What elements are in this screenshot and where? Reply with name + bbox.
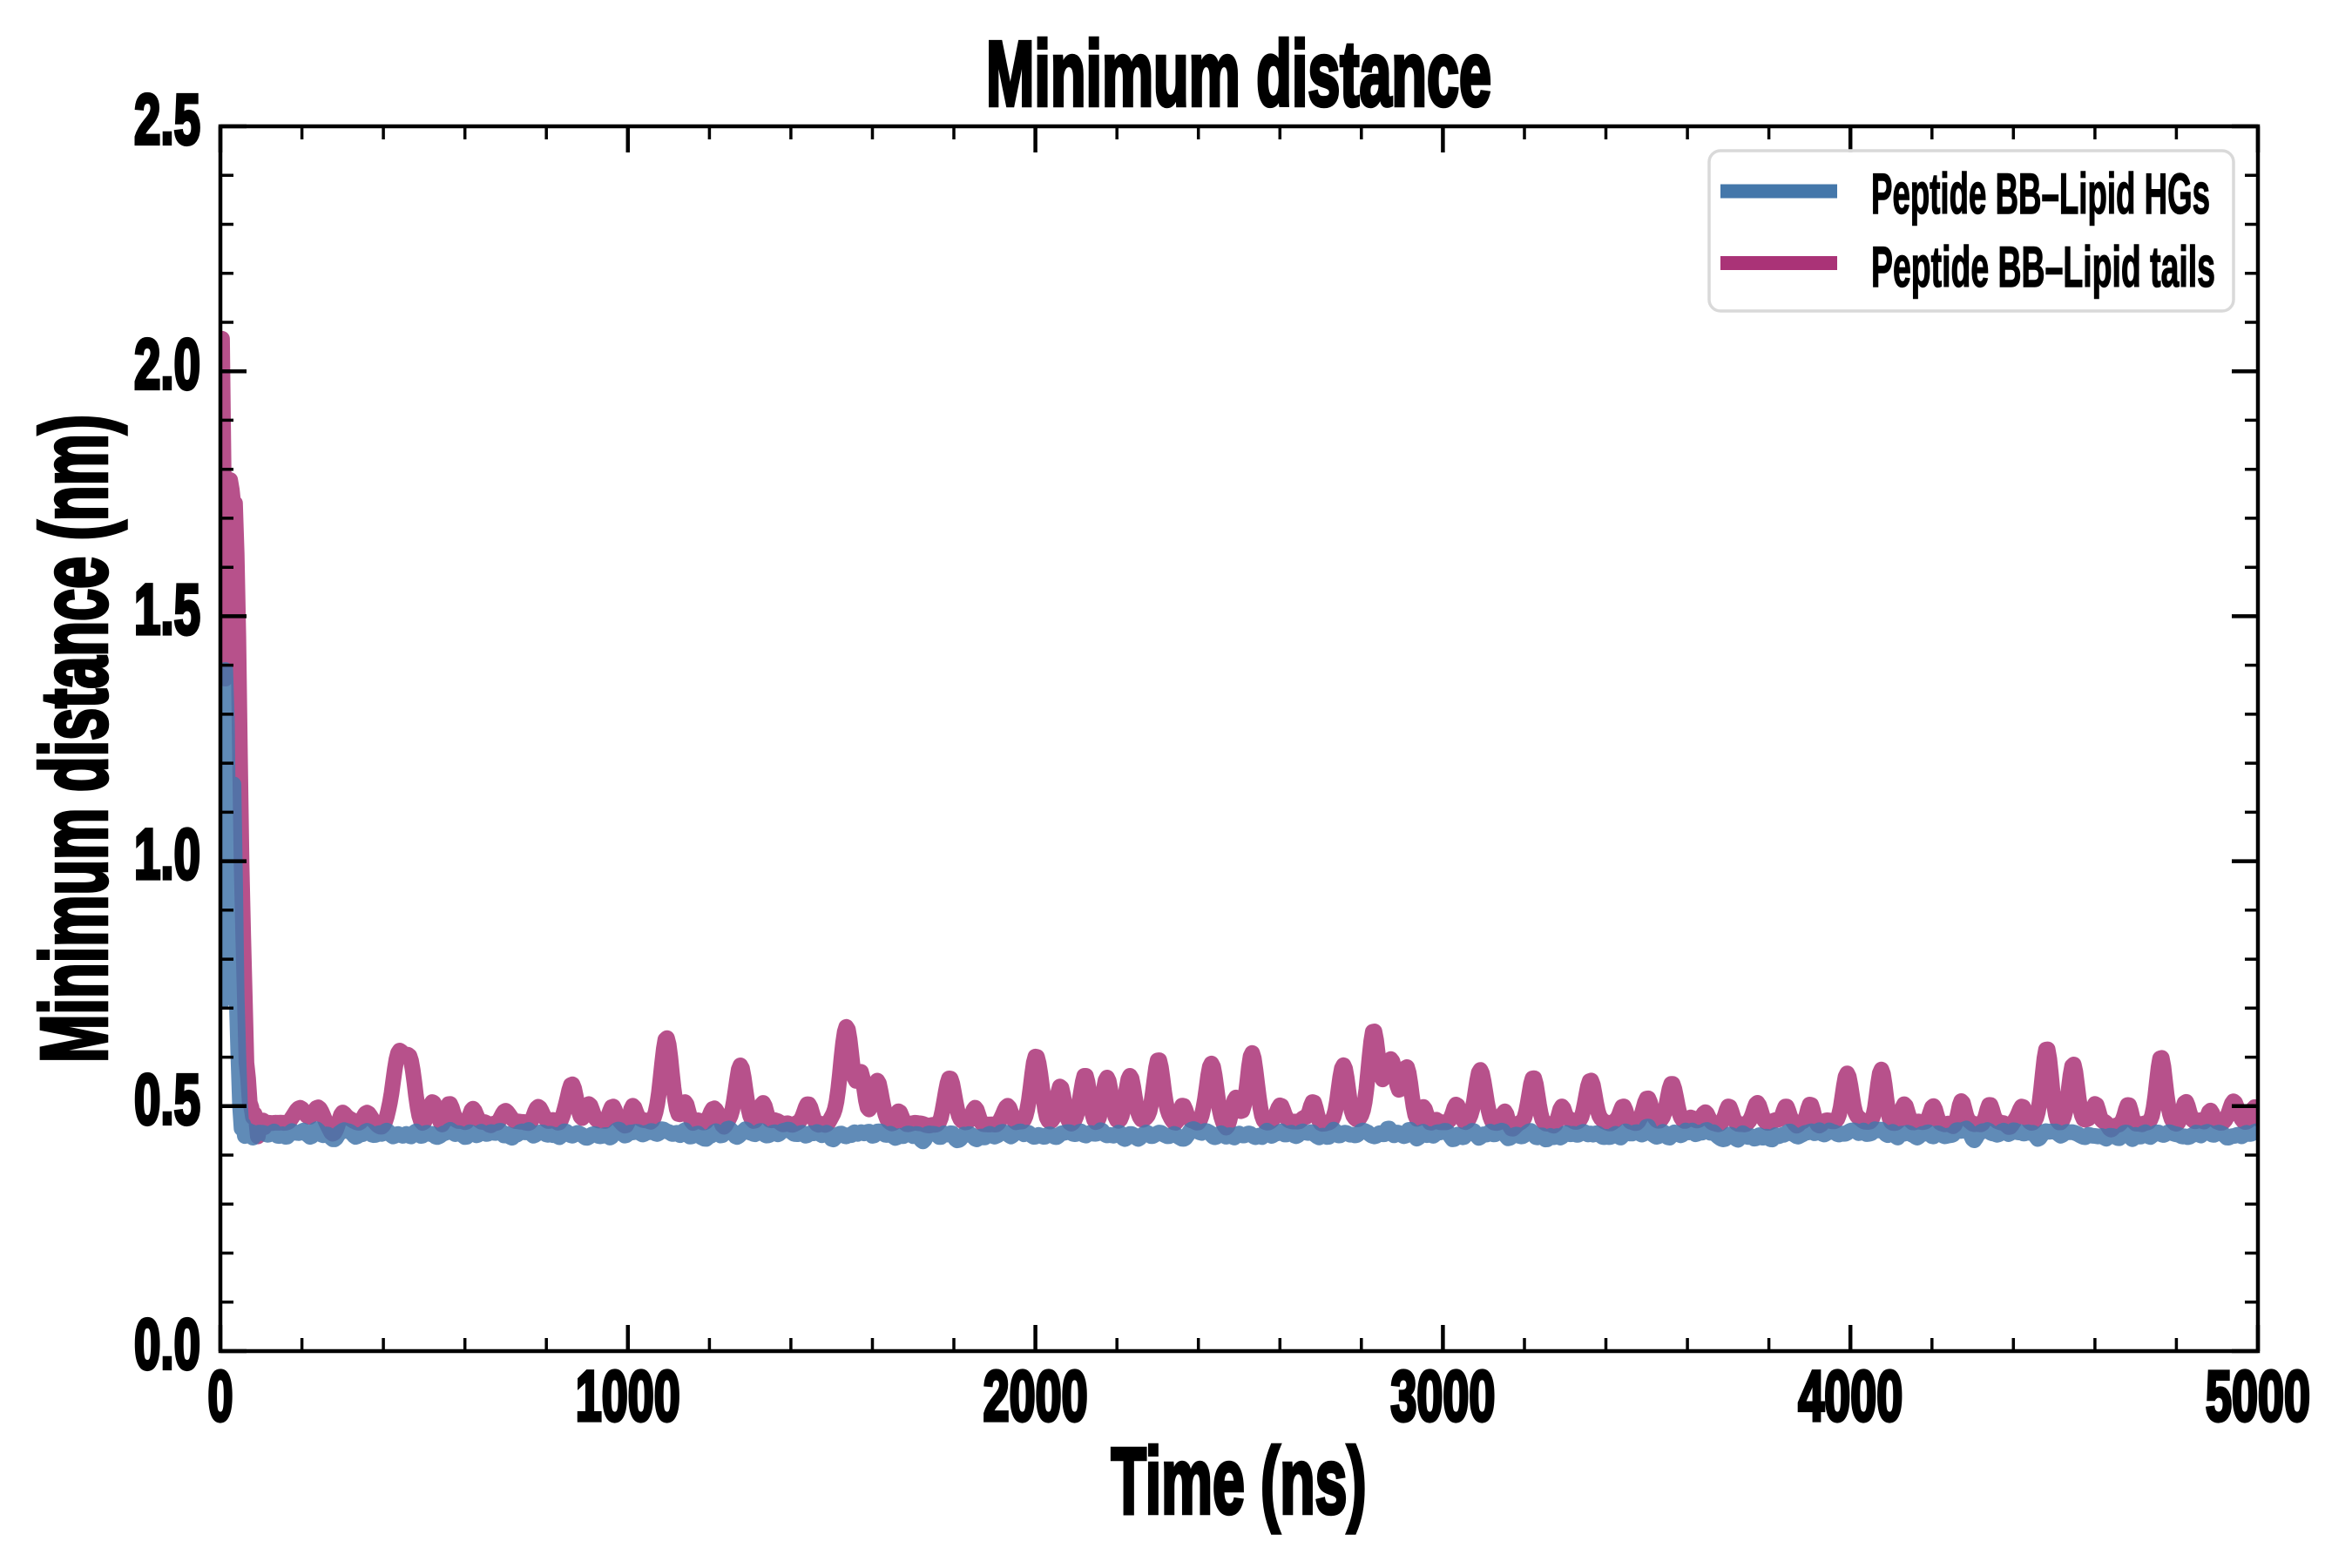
svg-text:Peptide BB–Lipid tails: Peptide BB–Lipid tails [1871,234,2215,299]
svg-text:2.5: 2.5 [134,80,200,159]
svg-text:1.5: 1.5 [134,570,200,649]
svg-text:2000: 2000 [983,1357,1088,1436]
svg-text:Minimum distance (nm): Minimum distance (nm) [21,415,126,1063]
svg-text:Minimum distance: Minimum distance [986,23,1491,125]
svg-text:0.5: 0.5 [134,1060,200,1139]
svg-text:Time (ns): Time (ns) [1112,1428,1367,1533]
svg-text:2.0: 2.0 [134,325,200,404]
svg-text:1.0: 1.0 [134,815,200,895]
svg-text:0: 0 [208,1357,233,1436]
svg-text:1000: 1000 [576,1357,680,1436]
svg-text:Peptide BB–Lipid HGs: Peptide BB–Lipid HGs [1871,161,2210,226]
svg-text:5000: 5000 [2206,1357,2310,1436]
svg-text:0.0: 0.0 [134,1305,200,1384]
svg-text:4000: 4000 [1798,1357,1903,1436]
svg-text:3000: 3000 [1390,1357,1495,1436]
